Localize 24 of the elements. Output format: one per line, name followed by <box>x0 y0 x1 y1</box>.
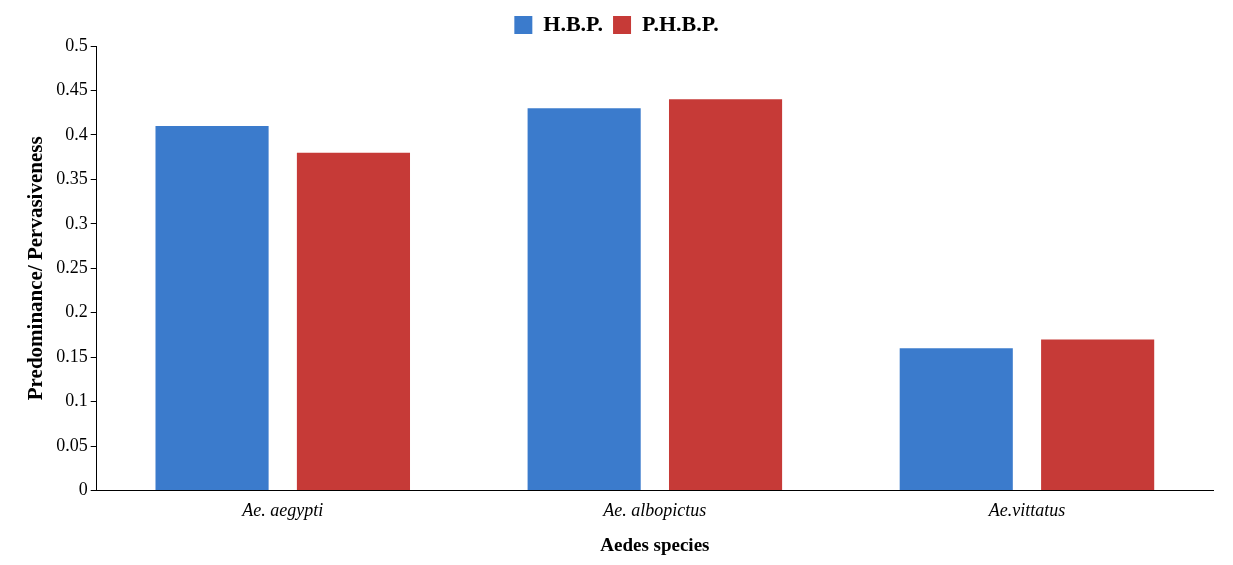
y-tick-label: 0.2 <box>65 301 88 322</box>
y-tick-label: 0.1 <box>65 390 88 411</box>
bar <box>296 152 411 491</box>
bar <box>155 126 269 491</box>
y-tick-label: 0.35 <box>56 168 88 189</box>
y-tick-label: 0.45 <box>56 79 88 100</box>
y-tick-label: 0.4 <box>65 123 88 144</box>
y-axis-title: Predominance/ Pervasiveness <box>23 136 48 401</box>
y-tick-label: 0.3 <box>65 212 88 233</box>
x-tick-label: Ae. aegypti <box>241 500 324 521</box>
bar <box>527 108 641 491</box>
y-tick-label: 0.5 <box>65 34 88 55</box>
x-tick-label: Ae. albopictus <box>602 500 707 521</box>
x-tick-label: Ae.vittatus <box>987 500 1066 521</box>
legend-label: H.B.P. <box>543 10 604 36</box>
legend-label: P.H.B.P. <box>642 10 719 36</box>
y-tick-label: 0.15 <box>56 345 88 366</box>
bar <box>668 99 783 491</box>
bar <box>899 348 1013 491</box>
bar <box>1041 339 1155 491</box>
y-tick-label: 0 <box>78 479 88 500</box>
y-tick-label: 0.25 <box>56 257 88 278</box>
y-tick-label: 0.05 <box>56 434 88 455</box>
x-axis-title: Aedes species <box>600 533 710 555</box>
